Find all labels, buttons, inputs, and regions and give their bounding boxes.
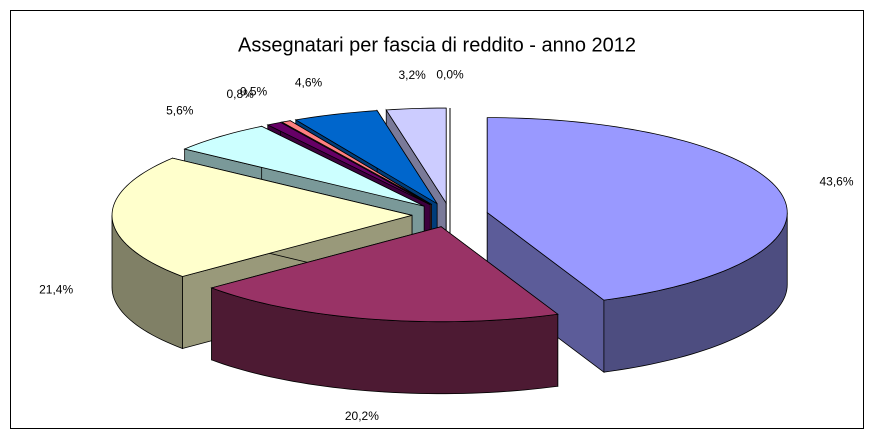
data-label: 4,6% bbox=[295, 75, 323, 89]
data-label: 5,6% bbox=[166, 103, 194, 117]
data-label: 0,8% bbox=[226, 87, 254, 101]
slice bbox=[111, 157, 413, 277]
slice bbox=[266, 121, 431, 206]
chart-title: Assegnatari per fascia di reddito - anno… bbox=[238, 34, 636, 56]
data-label: 43,6% bbox=[820, 175, 854, 189]
slice bbox=[210, 226, 559, 323]
data-label: 0,5% bbox=[240, 84, 268, 98]
slice bbox=[486, 117, 788, 301]
pie-slice bbox=[210, 225, 559, 395]
data-label: 20,2% bbox=[345, 409, 379, 423]
pie-slice bbox=[486, 117, 788, 373]
slice bbox=[294, 110, 438, 205]
data-label: 3,2% bbox=[398, 68, 426, 82]
data-label: 21,4% bbox=[39, 283, 73, 297]
slice bbox=[385, 107, 447, 205]
slice bbox=[280, 120, 432, 205]
data-label: 0,0% bbox=[436, 68, 464, 82]
slice bbox=[183, 125, 425, 207]
